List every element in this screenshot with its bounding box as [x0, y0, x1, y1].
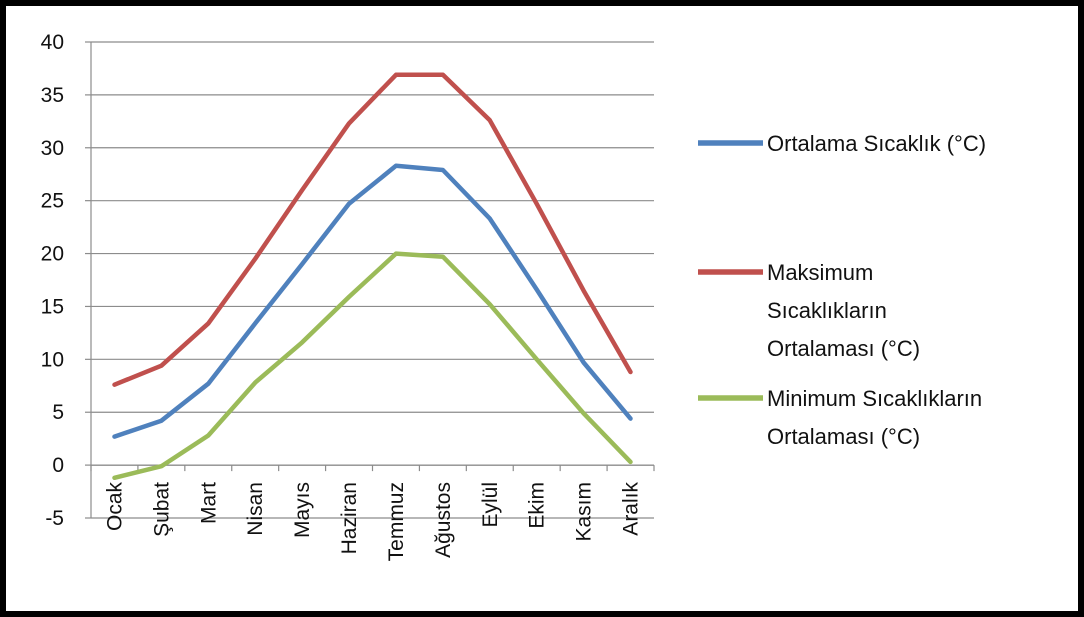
y-tick-label: 40 [41, 31, 64, 54]
legend-label: Ortalama Sıcaklık (°C) [767, 131, 986, 156]
y-tick-label: 15 [41, 295, 64, 318]
legend: Ortalama Sıcaklık (°C) Maksimum Sıcaklıkla… [698, 131, 986, 449]
x-tick-label: Şubat [150, 482, 173, 537]
y-tick-label: 25 [41, 190, 64, 213]
y-tick-label: 5 [52, 401, 64, 424]
legend-label: Sıcaklıkların [767, 298, 887, 323]
grid-layer [91, 41, 654, 519]
legend-label: Ortalaması (°C) [767, 424, 920, 449]
x-tick-label: Eylül [479, 482, 502, 528]
x-tick-label: Temmuz [385, 482, 408, 561]
y-tick-label: 0 [52, 454, 64, 477]
x-tick-label: Kasım [573, 482, 596, 542]
legend-label: Maksimum [767, 260, 873, 285]
x-tick-label: Ocak [103, 482, 126, 532]
legend-label: Ortalaması (°C) [767, 336, 920, 361]
axis-layer: -5 0 5 10 15 20 25 30 35 40 Ocak Şubat Mart Nisan Mayı… [41, 31, 655, 561]
x-tick-label: Mart [197, 482, 220, 524]
y-tick-label: 10 [41, 348, 64, 371]
y-tick-label: 20 [41, 243, 64, 266]
series-line-2 [112, 72, 633, 387]
series-line-3 [112, 251, 633, 481]
x-tick-label: Haziran [338, 482, 361, 554]
series-layer [112, 72, 633, 481]
x-tick-label: Nisan [244, 482, 267, 536]
x-tick-label: Ekim [526, 482, 549, 529]
x-tick-label: Ağustos [432, 482, 455, 558]
x-tick-label: Aralık [620, 482, 643, 536]
y-tick-label: -5 [45, 507, 64, 530]
legend-label: Minimum Sıcaklıkların [767, 386, 982, 411]
y-tick-label: 30 [41, 137, 64, 160]
y-tick-label: 35 [41, 84, 64, 107]
series-line-1 [112, 163, 633, 439]
x-tick-label: Mayıs [291, 482, 314, 538]
